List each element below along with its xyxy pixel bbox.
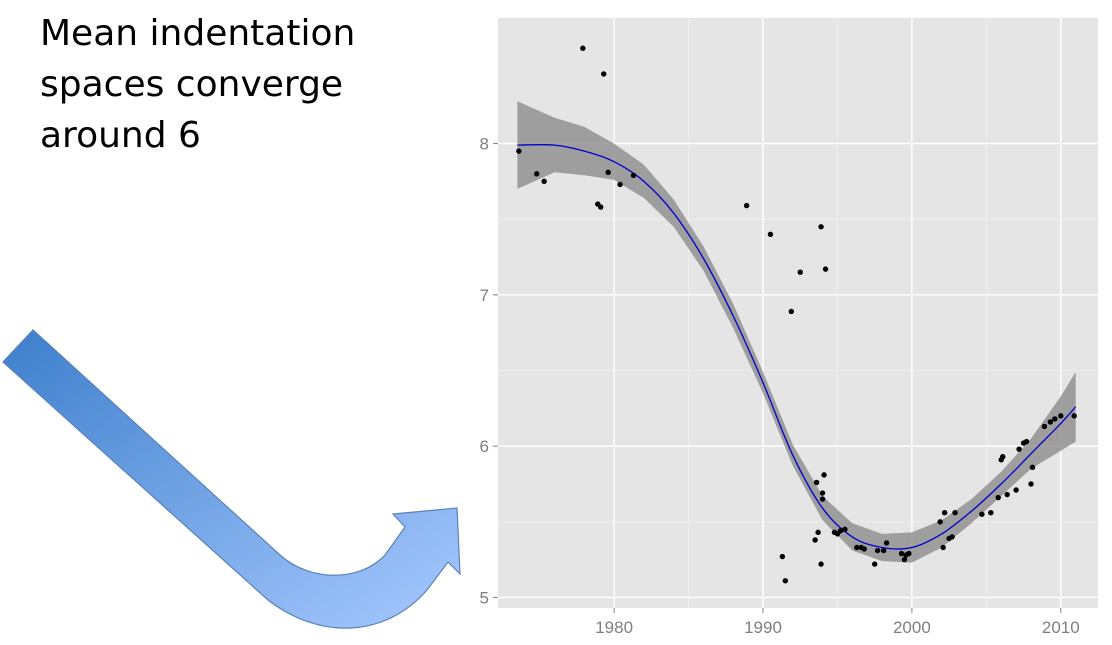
data-point bbox=[1041, 423, 1048, 430]
data-point bbox=[837, 528, 844, 534]
y-tick-label: 6 bbox=[480, 437, 489, 456]
data-point bbox=[541, 178, 547, 185]
y-tick-label: 7 bbox=[480, 286, 489, 305]
headline: Mean indentation spaces converge around … bbox=[40, 8, 440, 161]
headline-line-3: around 6 bbox=[40, 115, 201, 156]
data-point bbox=[813, 479, 820, 486]
data-point bbox=[605, 169, 611, 176]
data-point bbox=[822, 266, 829, 272]
data-point bbox=[1058, 413, 1064, 419]
x-tick-label: 2010 bbox=[1042, 618, 1080, 637]
data-point bbox=[1047, 419, 1054, 425]
data-point bbox=[1013, 487, 1019, 493]
confidence-band bbox=[517, 101, 1076, 563]
plot-panel bbox=[498, 18, 1098, 608]
data-point bbox=[1004, 491, 1010, 498]
data-point bbox=[815, 529, 821, 536]
smooth-line bbox=[517, 144, 1077, 550]
data-point bbox=[630, 172, 637, 179]
data-point bbox=[941, 509, 948, 516]
data-point bbox=[1052, 416, 1058, 422]
data-point bbox=[580, 45, 586, 51]
data-point bbox=[767, 231, 774, 238]
y-tick-label: 8 bbox=[480, 135, 489, 154]
data-point bbox=[788, 308, 795, 315]
data-point bbox=[988, 509, 994, 516]
x-tick-label: 1980 bbox=[595, 618, 633, 637]
data-point bbox=[534, 171, 540, 177]
data-point bbox=[995, 494, 1001, 501]
data-point bbox=[949, 534, 955, 540]
x-tick-label: 1990 bbox=[744, 618, 782, 637]
data-point bbox=[898, 550, 905, 557]
y-tick-label: 5 bbox=[480, 588, 489, 607]
data-point bbox=[818, 224, 824, 230]
data-point bbox=[940, 544, 946, 551]
data-point bbox=[598, 204, 604, 210]
data-point bbox=[1000, 454, 1006, 460]
data-point bbox=[617, 181, 623, 188]
data-point bbox=[601, 71, 607, 77]
data-point bbox=[937, 519, 943, 525]
grid-lines bbox=[498, 18, 1098, 608]
data-point bbox=[861, 546, 867, 552]
headline-line-1: Mean indentation bbox=[40, 13, 356, 54]
data-point bbox=[880, 547, 887, 554]
data-point bbox=[821, 472, 827, 478]
headline-line-2: spaces converge bbox=[40, 64, 344, 105]
data-point bbox=[782, 578, 789, 584]
data-point bbox=[871, 561, 878, 567]
data-point bbox=[1016, 446, 1022, 452]
data-point bbox=[1071, 413, 1077, 419]
data-point bbox=[516, 148, 522, 154]
data-point bbox=[906, 550, 912, 557]
data-point bbox=[779, 553, 786, 560]
data-point bbox=[901, 556, 908, 563]
data-point bbox=[812, 537, 818, 543]
data-point bbox=[874, 547, 881, 554]
axes: 1980 1990 2000 2010 5 6 7 8 bbox=[480, 135, 1080, 637]
data-point bbox=[818, 561, 824, 567]
data-point bbox=[819, 496, 826, 502]
data-point bbox=[854, 544, 860, 551]
data-point bbox=[1023, 438, 1030, 445]
x-tick-label: 2000 bbox=[893, 618, 931, 637]
data-point bbox=[952, 509, 958, 516]
data-points bbox=[516, 45, 1077, 584]
data-point bbox=[1028, 481, 1034, 487]
data-point bbox=[842, 526, 848, 533]
data-point bbox=[1029, 464, 1036, 471]
data-point bbox=[883, 540, 890, 546]
data-point bbox=[819, 490, 826, 496]
data-point bbox=[979, 511, 985, 517]
data-point bbox=[797, 269, 803, 275]
curved-arrow-icon bbox=[2, 329, 461, 629]
data-point bbox=[743, 202, 750, 209]
